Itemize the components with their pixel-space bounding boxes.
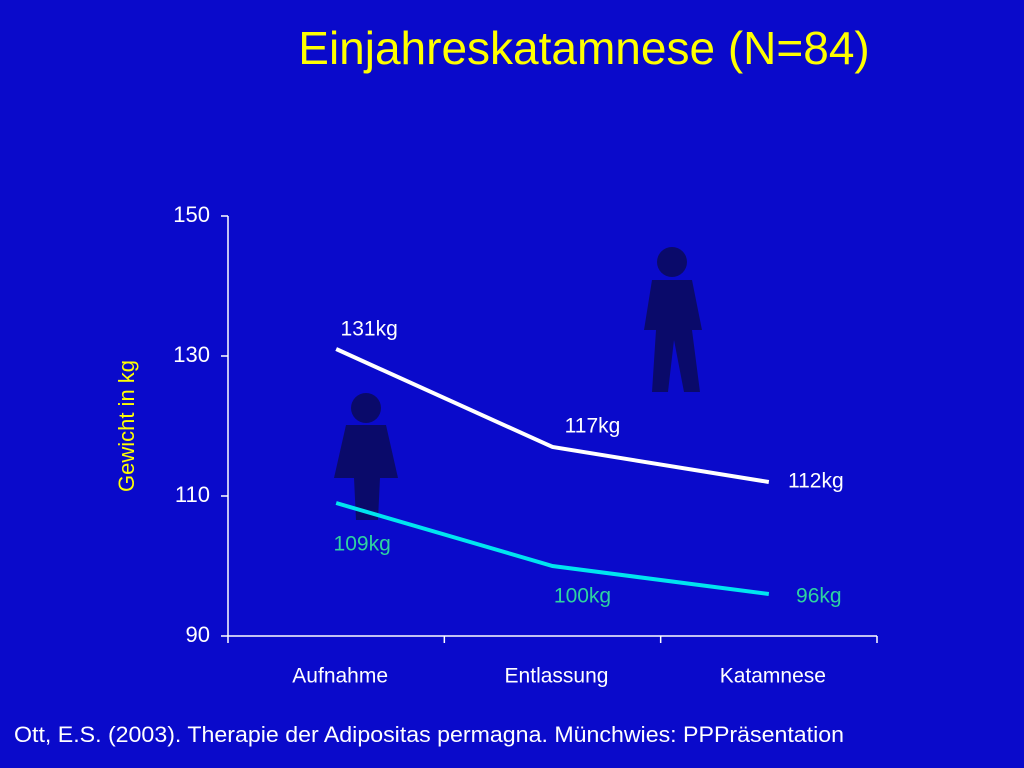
x-tick-label: Aufnahme [292, 665, 388, 688]
data-label: 96kg [796, 585, 842, 608]
series-line [335, 501, 770, 596]
chart-title: Einjahreskatamnese (N=84) [298, 22, 869, 74]
data-label: 109kg [334, 533, 391, 556]
y-axis-label: Gewicht in kg [114, 360, 139, 492]
y-tick-label: 90 [186, 622, 210, 647]
x-tick-label: Entlassung [505, 665, 609, 688]
source-note: Ott, E.S. (2003). Therapie der Adiposita… [14, 722, 844, 747]
male-icon [644, 247, 702, 392]
data-label: 100kg [554, 585, 611, 608]
female-icon [334, 393, 398, 520]
data-label: 117kg [565, 415, 621, 438]
x-tick-label: Katamnese [720, 665, 826, 688]
y-tick-label: 130 [173, 342, 210, 367]
data-label: 112kg [788, 470, 844, 493]
series-line [335, 347, 770, 484]
y-tick-label: 110 [175, 482, 210, 507]
data-label: 131kg [341, 318, 398, 341]
y-tick-label: 150 [173, 202, 210, 227]
